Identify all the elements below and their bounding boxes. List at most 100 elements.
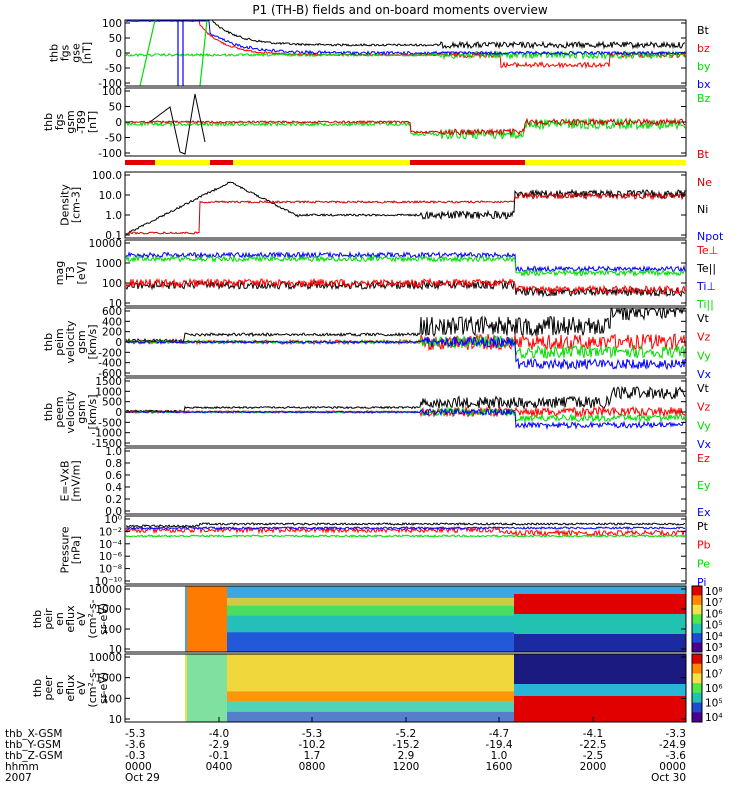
colorbar-segment (692, 654, 702, 665)
colorbar-segment (692, 614, 702, 625)
mode-bar-segment (525, 160, 686, 165)
y-tick-label: 1000 (95, 386, 122, 398)
colorbar-frame (691, 585, 703, 653)
mode-bar-segment (233, 160, 410, 165)
y-axis-label-line: [eV] (75, 262, 88, 285)
spectrogram-early (187, 654, 227, 722)
x-axis-tick-label: 2.9 (398, 750, 415, 762)
y-axis-label-line: peim (53, 328, 66, 356)
y-tick-label: 50 (109, 102, 122, 114)
colorbar-tick-label: 10⁶ (705, 608, 723, 620)
x-axis-tick-label: 1.7 (304, 750, 321, 762)
legend-entry: Te⊥ (696, 244, 718, 257)
y-axis-label: E=-VxB[mV/m] (59, 460, 83, 501)
mode-bar-segment (410, 160, 525, 165)
colorbar-tick-label: 10³ (705, 642, 723, 654)
trace-bt-gsm (125, 117, 686, 137)
x-axis-tick-label: -5.3 (125, 728, 146, 740)
x-axis-tick-label: 1600 (486, 761, 513, 773)
panel-frame (124, 171, 687, 239)
y-tick-label: -50 (105, 133, 122, 145)
colorbar-segment (692, 712, 702, 723)
y-axis-label-line: velocity (64, 390, 77, 433)
trace-spikes (139, 20, 208, 86)
spectrogram-low (514, 634, 686, 652)
x-axis-row-label: thb_X-GSM (5, 728, 62, 740)
traces-pressure (125, 522, 686, 538)
x-axis-tick-label: 0000 (659, 761, 686, 773)
y-tick-label: 10 (109, 714, 122, 726)
panels-group: 100500-50-100thbfgsgse[nT]Btbzbybx100500… (31, 18, 724, 726)
y-axis-label-line: thb (42, 333, 55, 351)
y-axis-label-line: thb (31, 610, 44, 628)
y-axis-label-line: thb (42, 403, 55, 421)
colorbar-segment (692, 692, 702, 704)
legend-entry: Te|| (696, 262, 716, 275)
x-axis-tick-label: -10.2 (298, 739, 325, 751)
spectrogram-mid (514, 684, 686, 696)
y-tick-label: 10.0 (99, 190, 122, 202)
y-tick-label: 100 (102, 693, 122, 705)
trace-ne (125, 191, 686, 235)
colorbar-segment (692, 663, 702, 674)
mode-bar-segment (125, 160, 155, 165)
x-axis-tick-label: 0800 (299, 761, 326, 773)
y-tick-label: 1000 (95, 604, 122, 616)
panel-electron-spectrogram: 10⁸ 10⁷ 10⁶ 10⁵ 10⁴ 10000 1000 100 10 thbpeerenef… (31, 652, 723, 726)
colorbar-segment (692, 604, 702, 615)
colorbar-tick-label: 10⁴ (705, 631, 723, 643)
y-axis-label-line: [mV/m] (70, 460, 83, 501)
y-tick-label: 0 (115, 48, 122, 60)
spectrogram-mid (514, 614, 686, 634)
spectrogram-hot (514, 654, 686, 684)
x-axis-tick-label: 1.0 (491, 750, 508, 762)
trace-te-perp (125, 277, 686, 296)
y-axis-label-line: eflux (64, 674, 77, 702)
colorbar-tick-label: 10⁸ (705, 586, 723, 598)
legend-entry: Pe (697, 557, 710, 570)
y-tick-label: 0.6 (105, 470, 122, 482)
legend-entry: Ni (697, 203, 708, 216)
trace-bx (125, 20, 686, 56)
trace-vx (126, 407, 686, 431)
y-axis-label-line: T3 (64, 266, 77, 281)
y-axis-label-line: peir (42, 608, 55, 630)
legend-entry: Bt (697, 24, 710, 37)
trace-vy (125, 335, 686, 360)
y-tick-label: 1500 (95, 376, 122, 388)
x-axis-tick-label: -0.3 (125, 750, 146, 762)
legend-entry: Ne (697, 176, 712, 189)
traces-density (125, 181, 686, 235)
y-tick-label: 10000 (89, 584, 122, 596)
y-axis-label-line: (cm²-s- (86, 599, 99, 638)
legend-entry: bz (697, 42, 710, 55)
legend-entry: Ex (697, 506, 711, 519)
legend-entry: Bz (697, 92, 711, 105)
y-tick-label: 50 (109, 33, 122, 45)
y-axis-label-line: sr-eV) (97, 672, 110, 704)
y-tick-label: 1.0 (105, 210, 122, 222)
y-tick-label: -100 (98, 148, 122, 160)
x-axis-tick-label: -22.5 (579, 739, 606, 751)
spectrogram-band (205, 691, 686, 702)
y-axis-label-line: velocity (64, 320, 77, 363)
x-axis-tick-label: -2.5 (583, 750, 604, 762)
y-axis-label-line: mag (53, 261, 66, 285)
x-axis-tick-label: -3.6 (125, 739, 146, 751)
y-axis-label-line: [nPa] (70, 536, 83, 564)
y-tick-label: 0.8 (105, 458, 122, 470)
legend-entry: Vt (697, 382, 710, 395)
colorbar-tick-label: 10⁸ (705, 654, 723, 666)
y-axis-label-line: en (53, 681, 66, 695)
legend-entry: Ey (697, 479, 711, 492)
y-tick-label: 10⁻² (99, 526, 122, 538)
y-tick-label: 200 (102, 327, 122, 339)
y-tick-label: -1500 (91, 438, 122, 450)
y-tick-label: 1000 (95, 673, 122, 685)
y-axis-label-line: Pressure (59, 526, 72, 573)
